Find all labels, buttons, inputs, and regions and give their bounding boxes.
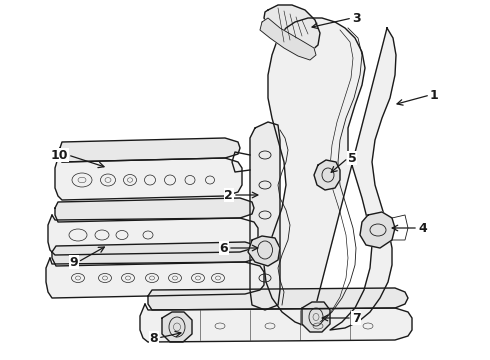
Polygon shape — [140, 304, 412, 342]
Polygon shape — [46, 258, 264, 298]
Text: 9: 9 — [70, 256, 78, 269]
Polygon shape — [314, 160, 340, 190]
Text: 3: 3 — [352, 12, 361, 24]
Polygon shape — [148, 288, 408, 310]
Polygon shape — [48, 215, 258, 255]
Polygon shape — [55, 198, 254, 222]
Polygon shape — [250, 122, 280, 310]
Text: 2: 2 — [224, 189, 233, 202]
Polygon shape — [360, 212, 395, 248]
Text: 6: 6 — [220, 242, 228, 255]
Polygon shape — [264, 18, 396, 330]
Polygon shape — [162, 312, 192, 342]
Polygon shape — [264, 5, 320, 52]
Text: 4: 4 — [418, 221, 427, 234]
Text: 1: 1 — [430, 89, 439, 102]
Text: 8: 8 — [149, 332, 158, 345]
Text: 7: 7 — [352, 311, 361, 324]
Text: 5: 5 — [348, 152, 357, 165]
Polygon shape — [248, 236, 280, 266]
Polygon shape — [55, 158, 242, 200]
Text: 10: 10 — [50, 149, 68, 162]
Polygon shape — [260, 18, 316, 60]
Polygon shape — [302, 302, 330, 332]
Polygon shape — [60, 138, 240, 162]
Polygon shape — [52, 242, 260, 266]
